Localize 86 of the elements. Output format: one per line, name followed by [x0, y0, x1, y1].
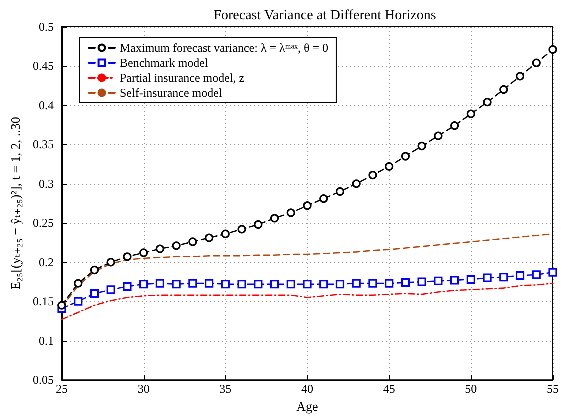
- point: [466, 275, 476, 284]
- x-tick-label: 40: [302, 382, 314, 396]
- point: [188, 238, 198, 246]
- y-tick-label: 0.05: [33, 373, 54, 388]
- point: [286, 208, 296, 218]
- point: [58, 301, 66, 310]
- y-tick-label: 0.25: [33, 216, 54, 230]
- y-tick-label: 0.1: [39, 334, 54, 348]
- point: [434, 132, 443, 140]
- point: [500, 273, 508, 282]
- x-tick-label: 35: [220, 382, 232, 396]
- point: [140, 280, 148, 289]
- y-tick-label: 0.45: [33, 59, 54, 74]
- point: [500, 85, 508, 94]
- y-axis-title: E₂₅[(yₜ₊₂₅ − ŷₜ₊₂₅)²], t = 1, 2, ..30: [8, 117, 24, 290]
- x-axis-title: Age: [296, 399, 319, 414]
- point: [238, 225, 246, 234]
- point: [254, 280, 263, 289]
- point: [286, 280, 296, 289]
- legend-label: Self-insurance model: [120, 86, 223, 100]
- point: [221, 280, 230, 289]
- point: [466, 110, 476, 118]
- point: [320, 280, 328, 289]
- point: [303, 280, 312, 289]
- point: [352, 180, 361, 188]
- point: [401, 278, 410, 288]
- point: [548, 268, 558, 277]
- y-tick-label: 0.35: [33, 138, 54, 152]
- point: [532, 58, 541, 68]
- point: [320, 194, 328, 204]
- point: [90, 289, 100, 298]
- point: [548, 45, 558, 54]
- point: [418, 142, 426, 151]
- point: [385, 162, 394, 171]
- line-series: [61, 282, 554, 320]
- point: [385, 279, 394, 288]
- point: [90, 266, 100, 275]
- point: [123, 282, 132, 292]
- point: [74, 279, 83, 288]
- point: [483, 274, 492, 282]
- point: [156, 244, 164, 254]
- point: [238, 280, 246, 289]
- point: [270, 280, 280, 289]
- point: [352, 279, 361, 288]
- point: [172, 280, 181, 289]
- x-tick-label: 45: [383, 382, 396, 396]
- x-tick-label: 50: [465, 382, 478, 396]
- y-tick-label: 0.4: [39, 98, 54, 112]
- y-tick-label: 0.5: [39, 20, 54, 34]
- point: [205, 279, 214, 288]
- point: [532, 270, 541, 280]
- point: [401, 152, 410, 161]
- y-tick-label: 0.3: [39, 176, 54, 191]
- point: [106, 258, 116, 267]
- legend-label: Partial insurance model, z: [120, 71, 245, 85]
- x-tick-label: 25: [56, 382, 68, 396]
- point: [516, 72, 525, 81]
- point: [368, 171, 378, 180]
- point: [516, 271, 525, 280]
- point: [140, 248, 148, 258]
- point: [221, 230, 230, 238]
- point: [123, 252, 132, 262]
- x-tick-label: 55: [547, 382, 559, 396]
- point: [418, 278, 426, 286]
- point: [483, 98, 492, 107]
- point: [270, 214, 280, 223]
- x-tick-label: 30: [138, 382, 150, 396]
- legend-label: Benchmark model: [120, 56, 209, 70]
- point: [106, 286, 116, 294]
- y-tick-label: 0.15: [33, 294, 54, 309]
- point: [450, 276, 460, 285]
- point: [74, 297, 83, 306]
- point: [156, 279, 164, 288]
- point: [450, 122, 460, 130]
- point: [303, 202, 312, 210]
- point: [336, 187, 345, 196]
- chart-title: Forecast Variance at Different Horizons: [214, 8, 436, 24]
- point: [188, 279, 198, 288]
- point: [368, 279, 378, 288]
- legend-label: Maximum forecast variance: λ = λᵐᵃˣ, θ = 0: [120, 41, 328, 55]
- point: [434, 276, 443, 286]
- y-tick-label: 0.2: [39, 255, 54, 270]
- point: [254, 220, 263, 230]
- point: [205, 234, 214, 242]
- point: [172, 242, 181, 250]
- point: [336, 280, 345, 289]
